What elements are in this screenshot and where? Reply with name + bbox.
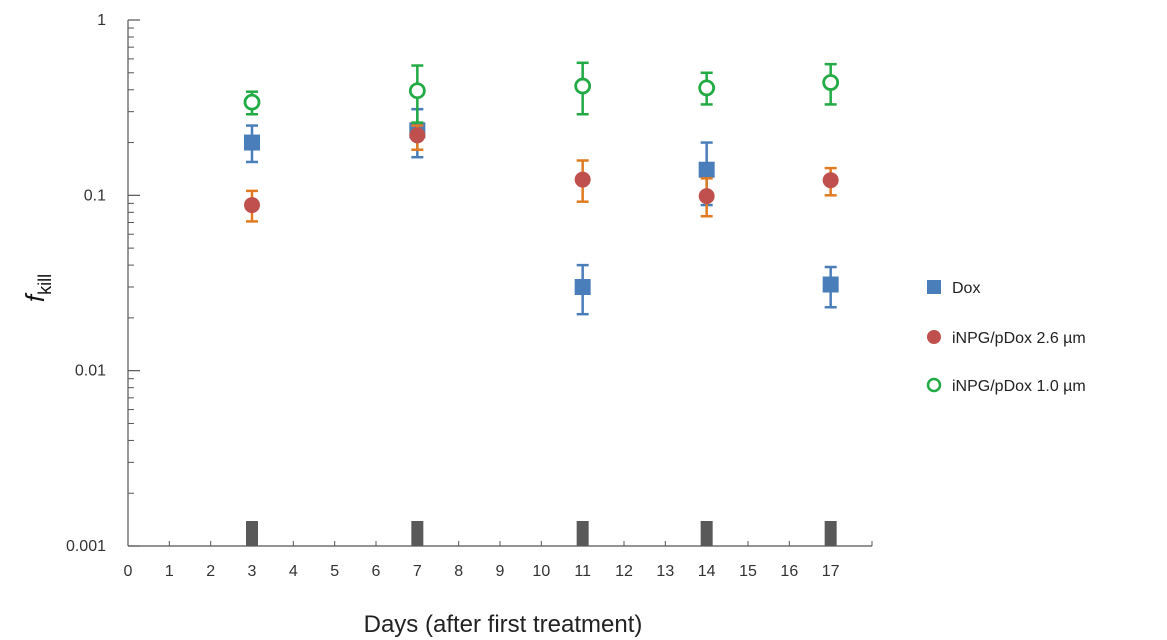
x-tick-label: 13 xyxy=(656,563,674,580)
legend-label: iNPG/pDox 2.6 µm xyxy=(952,330,1086,347)
y-tick-label: 0.01 xyxy=(75,363,106,380)
x-tick-label: 9 xyxy=(496,563,505,580)
x-tick-label: 1 xyxy=(165,563,174,580)
y-axis-label-sub: kill xyxy=(35,274,55,295)
data-point xyxy=(822,276,839,293)
series-3 xyxy=(243,61,840,124)
x-tick-label: 11 xyxy=(574,563,591,580)
data-point xyxy=(243,93,261,111)
x-tick-label: 17 xyxy=(822,563,840,580)
legend: Dox iNPG/pDox 2.6 µm iNPG/pDox 1.0 µm xyxy=(926,280,1086,395)
treatment-marker xyxy=(246,521,258,546)
x-tick-label: 3 xyxy=(248,563,257,580)
y-axis-label-main: f xyxy=(20,292,50,302)
data-point xyxy=(574,279,591,296)
data-point xyxy=(244,134,260,151)
y-tick-label: 1 xyxy=(97,12,106,29)
x-tick-label: 6 xyxy=(372,563,381,580)
data-point xyxy=(409,127,426,144)
axes xyxy=(127,20,872,547)
treatment-marks xyxy=(246,521,837,546)
x-tick-label: 12 xyxy=(615,563,633,580)
y-tick-label: 0.001 xyxy=(66,538,106,555)
y-axis-label: fkill xyxy=(20,274,55,302)
legend-label: iNPG/pDox 1.0 µm xyxy=(952,378,1086,395)
x-tick-label: 8 xyxy=(454,563,463,580)
data-point xyxy=(822,74,840,91)
series-1 xyxy=(244,107,839,316)
y-ticks: 0.001 0.01 0.1 1 xyxy=(66,12,140,555)
data-point xyxy=(244,197,260,214)
data-point xyxy=(698,79,716,97)
series-2 xyxy=(244,124,839,223)
x-tick-label: 7 xyxy=(413,563,422,580)
data-point xyxy=(698,161,715,178)
legend-marker xyxy=(927,330,941,344)
legend-marker xyxy=(926,377,942,393)
treatment-marker xyxy=(700,521,713,546)
x-tick-label: 5 xyxy=(330,563,339,580)
y-tick-label: 0.1 xyxy=(84,187,106,204)
data-point xyxy=(698,188,715,205)
data-point xyxy=(822,172,839,189)
data-point xyxy=(574,171,591,188)
treatment-marker xyxy=(576,521,589,546)
x-tick-label: 14 xyxy=(698,563,716,580)
x-tick-label: 16 xyxy=(780,563,798,580)
data-point xyxy=(574,77,592,95)
x-axis-label: Days (after first treatment) xyxy=(364,611,643,638)
legend-marker xyxy=(927,280,941,294)
series-group xyxy=(243,61,840,316)
treatment-marker xyxy=(824,521,837,546)
x-tick-label: 10 xyxy=(532,563,550,580)
x-ticks: 0 1 2 3 4 5 6 7 8 9 10 11 12 13 14 15 16 17 xyxy=(124,541,873,580)
x-tick-label: 0 xyxy=(124,563,133,580)
x-tick-label: 15 xyxy=(739,563,757,580)
legend-label: Dox xyxy=(952,280,980,297)
x-tick-label: 4 xyxy=(289,563,298,580)
x-tick-label: 2 xyxy=(206,563,215,580)
data-point xyxy=(408,82,426,100)
treatment-marker xyxy=(411,521,424,546)
